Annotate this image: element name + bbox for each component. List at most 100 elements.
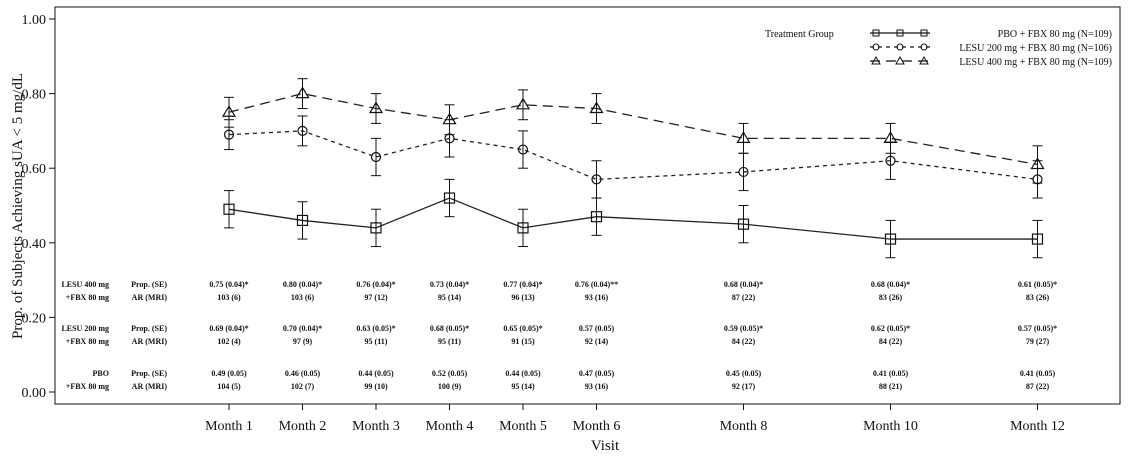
legend-marker [920, 43, 928, 51]
x-tick-label: Month 2 [279, 419, 327, 434]
data-point-marker [737, 218, 750, 230]
table-cell-prop: 0.46 (0.05) [285, 369, 321, 378]
table-cell-ar: 103 (6) [291, 293, 315, 302]
data-point-marker [738, 166, 749, 178]
table-cell-ar: 84 (22) [732, 337, 756, 346]
data-point-marker [1030, 157, 1045, 170]
table-cell-ar: 99 (10) [364, 382, 388, 391]
legend-marker [895, 55, 905, 65]
data-point-marker [589, 101, 604, 114]
data-point-marker [370, 222, 382, 234]
table-cell-prop: 0.68 (0.04)* [724, 280, 763, 289]
table-group-3: PBO +FBX 80 mg Prop. (SE) AR (MRI) 0.49 (0.0… [66, 369, 1056, 391]
data-point-marker [223, 203, 235, 215]
table-cell-prop: 0.57 (0.05)* [1018, 324, 1057, 333]
table-cell-ar: 84 (22) [879, 337, 903, 346]
y-tick-label: 0.60 [22, 162, 47, 177]
data-point-marker [296, 214, 309, 227]
x-tick-label: Month 5 [499, 419, 547, 434]
y-tick-label: 0.40 [22, 237, 47, 252]
legend: Treatment Group PBO + FBX 80 mg (N=109) L… [765, 29, 1112, 68]
table-cell-prop: 0.70 (0.04)* [283, 324, 322, 333]
table-cell-prop: 0.76 (0.04)** [575, 280, 618, 289]
y-tick-label: 0.20 [22, 311, 47, 326]
data-point-marker [223, 129, 235, 140]
table-cell-prop: 0.68 (0.05)* [430, 324, 469, 333]
legend-title: Treatment Group [765, 29, 834, 40]
y-tick-label: 0.00 [22, 386, 47, 401]
data-point-marker [221, 105, 237, 117]
x-axis: Month 1 Month 2 Month 3 Month 4 Month 5 Month… [205, 404, 1065, 434]
table-cell-ar: 95 (11) [438, 337, 461, 346]
legend-entry-label: LESU 200 mg + FBX 80 mg (N=106) [959, 43, 1112, 54]
data-point-marker [736, 131, 751, 143]
table-group-label: LESU 400 mg [61, 280, 109, 289]
data-point-marker [297, 125, 308, 136]
table-cell-ar: 87 (22) [732, 293, 756, 302]
table-group-label: +FBX 80 mg [66, 382, 109, 391]
table-cell-ar: 103 (6) [217, 293, 241, 302]
table-group-label: PBO [93, 369, 109, 378]
table-cell-ar: 91 (15) [511, 337, 535, 346]
series-3 [221, 78, 1045, 184]
table-row-label: AR (MRI) [132, 382, 168, 391]
risk-table: LESU 400 mg +FBX 80 mg Prop. (SE) AR (MRI) 0… [61, 280, 1057, 391]
series-line [228, 130, 1038, 181]
table-group-label: +FBX 80 mg [66, 293, 109, 302]
legend-marker [872, 29, 880, 37]
x-tick-label: Month 12 [1010, 419, 1065, 434]
table-group-1: LESU 400 mg +FBX 80 mg Prop. (SE) AR (MRI) 0… [61, 280, 1057, 302]
legend-entry-label: PBO + FBX 80 mg (N=109) [998, 29, 1112, 40]
table-cell-ar: 104 (5) [217, 382, 241, 391]
table-cell-prop: 0.44 (0.05) [358, 369, 394, 378]
table-row-label: Prop. (SE) [131, 280, 167, 289]
data-point-marker [517, 144, 529, 155]
table-cell-ar: 83 (26) [879, 293, 903, 302]
table-cell-prop: 0.41 (0.05) [873, 369, 909, 378]
table-group-label: +FBX 80 mg [66, 337, 109, 346]
data-point-marker [443, 192, 456, 204]
table-cell-prop: 0.63 (0.05)* [356, 324, 395, 333]
table-cell-prop: 0.80 (0.04)* [283, 280, 322, 289]
table-cell-ar: 92 (17) [732, 382, 756, 391]
data-point-marker [295, 86, 310, 99]
table-cell-prop: 0.59 (0.05)* [724, 324, 763, 333]
table-cell-ar: 95 (14) [511, 382, 535, 391]
legend-marker [896, 29, 904, 37]
x-tick-label: Month 6 [573, 419, 621, 434]
table-cell-ar: 95 (14) [438, 293, 462, 302]
y-axis: 0.00 0.20 0.40 0.60 0.80 1.00 [22, 13, 55, 401]
x-tick-label: Month 10 [863, 419, 918, 434]
data-point-marker [515, 97, 531, 110]
table-cell-prop: 0.73 (0.04)* [430, 280, 469, 289]
table-cell-ar: 102 (7) [291, 382, 315, 391]
table-cell-ar: 93 (16) [585, 382, 609, 391]
data-point-marker [884, 233, 897, 245]
table-cell-ar: 92 (14) [585, 337, 609, 346]
table-cell-ar: 96 (13) [511, 293, 535, 302]
data-point-marker [442, 112, 457, 125]
legend-marker [919, 55, 929, 65]
data-point-marker [591, 174, 602, 185]
table-cell-prop: 0.65 (0.05)* [503, 324, 542, 333]
x-tick-label: Month 4 [426, 419, 474, 434]
table-cell-ar: 93 (16) [585, 293, 609, 302]
table-cell-prop: 0.49 (0.05) [211, 369, 247, 378]
x-tick-label: Month 1 [205, 419, 253, 434]
table-cell-ar: 100 (9) [438, 382, 462, 391]
x-tick-label: Month 3 [352, 419, 400, 434]
table-row-label: Prop. (SE) [131, 369, 167, 378]
table-cell-ar: 102 (4) [217, 337, 241, 346]
x-tick-label: Month 8 [720, 419, 768, 434]
legend-marker [920, 29, 928, 37]
table-cell-prop: 0.77 (0.04)* [503, 280, 542, 289]
y-tick-label: 1.00 [22, 13, 47, 28]
table-row-label: Prop. (SE) [131, 324, 167, 333]
table-row-label: AR (MRI) [132, 337, 168, 346]
table-cell-prop: 0.61 (0.05)* [1018, 280, 1057, 289]
data-point-marker [517, 222, 529, 234]
data-point-marker [885, 155, 896, 166]
table-cell-prop: 0.44 (0.05) [505, 369, 541, 378]
table-group-2: LESU 200 mg +FBX 80 mg Prop. (SE) AR (MRI) 0… [61, 324, 1057, 346]
